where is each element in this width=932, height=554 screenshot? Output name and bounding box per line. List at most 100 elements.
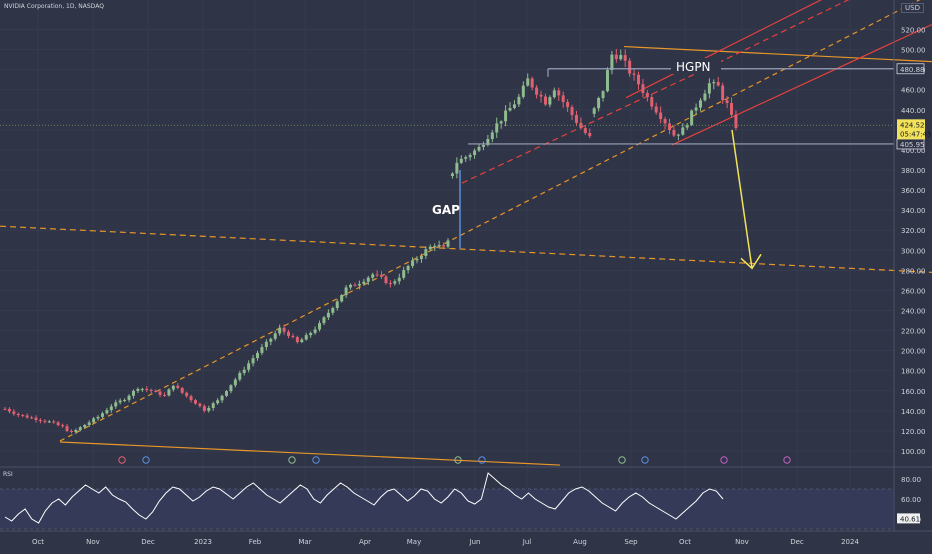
candle-body-19: [87, 422, 91, 426]
candle-body-52: [233, 379, 237, 386]
time-axis: Oct Nov Dec 2023 Feb Mar Apr May Jun Jul Aug Sep Oct…: [0, 530, 932, 546]
candle-body-55: [247, 363, 251, 370]
candle-body-72: [322, 317, 326, 324]
x-tick-label-0: Oct: [32, 538, 44, 546]
candle-body-163: [725, 100, 729, 104]
candle-body-157: [699, 100, 703, 108]
lower-trendline: [59, 441, 561, 466]
candle-body-3: [16, 413, 20, 416]
event-marker-4: [454, 456, 462, 464]
candle-body-47: [211, 403, 215, 409]
rsi-title: RSI: [3, 471, 13, 478]
event-marker-5: [478, 456, 486, 464]
y-tick-label-15: 400.00: [901, 147, 926, 155]
candle-body-35: [158, 391, 162, 395]
event-markers: [118, 456, 791, 464]
candle-body-98: [437, 245, 441, 247]
y-tick-label-3: 160.00: [901, 388, 926, 396]
red-channel-dashed-mid: [699, 0, 850, 73]
x-tick-label-2: Dec: [141, 538, 155, 546]
candle-body-67: [300, 339, 304, 343]
candle-body-137: [610, 54, 614, 71]
candle-body-117: [521, 85, 525, 97]
candle-body-1: [7, 408, 11, 412]
candle-body-101: [450, 173, 454, 177]
candle-body-14: [65, 426, 69, 431]
candle-body-36: [162, 394, 166, 396]
y-tick-label-8: 260.00: [901, 287, 926, 295]
candle-body-121: [539, 94, 543, 97]
y-tick-label-20: 500.00: [901, 47, 926, 55]
rsi-tick-label-1: 60.00: [901, 496, 921, 504]
gap-annotation: GAP: [432, 203, 460, 217]
candle-body-20: [92, 418, 96, 423]
candle-body-31: [140, 388, 144, 390]
candle-body-75: [335, 301, 339, 309]
candle-body-49: [220, 395, 224, 401]
candle-body-81: [362, 281, 366, 284]
hgpn-label-box: [671, 58, 721, 74]
candle-body-132: [588, 132, 592, 137]
neckline-tag-label: 405.95: [900, 141, 925, 149]
candle-body-37: [167, 389, 171, 396]
candle-body-63: [282, 327, 286, 332]
candle-body-22: [100, 413, 104, 417]
candle-body-41: [185, 392, 189, 397]
candle-body-118: [526, 78, 530, 86]
candle-body-45: [202, 406, 206, 411]
candle-body-11: [52, 421, 56, 423]
candle-body-8: [38, 419, 42, 421]
candle-body-12: [56, 422, 60, 426]
candle-body-66: [295, 337, 299, 343]
y-tick-label-9: 280.00: [901, 267, 926, 275]
candle-body-74: [331, 308, 335, 313]
candle-body-53: [238, 372, 242, 380]
candle-body-143: [636, 74, 640, 85]
candle-body-5: [25, 415, 29, 418]
x-tick-label-11: Sep: [624, 538, 638, 546]
y-tick-label-0: 100.00: [901, 448, 926, 456]
candle-body-149: [663, 119, 667, 124]
candle-body-150: [668, 123, 671, 131]
candle-body-89: [397, 277, 401, 282]
candle-body-9: [43, 420, 47, 422]
candle-body-68: [304, 335, 308, 340]
candle-body-99: [442, 245, 446, 247]
candle-body-152: [676, 134, 680, 136]
candle-body-160: [712, 82, 716, 84]
candle-body-135: [601, 91, 605, 99]
y-tick-label-6: 220.00: [901, 328, 926, 336]
candle-body-97: [433, 245, 437, 247]
x-tick-label-7: May: [407, 538, 421, 546]
y-tick-label-13: 360.00: [901, 187, 926, 195]
candle-body-60: [269, 338, 273, 342]
candle-body-122: [543, 96, 547, 105]
candle-body-100: [446, 240, 450, 247]
candle-body-148: [659, 112, 663, 120]
rsi-band: [0, 489, 894, 529]
candle-body-65: [291, 336, 295, 338]
y-tick-label-17: 440.00: [901, 107, 926, 115]
candle-body-80: [357, 283, 361, 286]
candle-body-25: [114, 402, 118, 407]
candle-body-128: [570, 107, 574, 116]
currency-label[interactable]: USD: [901, 3, 924, 13]
candle-body-162: [721, 85, 725, 101]
candle-body-13: [61, 425, 65, 427]
candle-body-126: [561, 95, 565, 103]
candle-body-61: [273, 333, 277, 339]
candle-body-83: [371, 274, 375, 278]
candle-body-38: [171, 385, 175, 390]
event-marker-9: [783, 456, 791, 464]
candle-body-42: [189, 396, 193, 401]
x-tick-label-15: 2024: [841, 538, 859, 546]
y-tick-label-21: 520.00: [901, 27, 926, 35]
red-channel-lower: [671, 23, 932, 146]
candle-body-134: [597, 98, 601, 109]
channel-dashed-upper: [59, 0, 921, 442]
candle-body-111: [495, 123, 499, 133]
rsi-value-label: 40.61: [900, 515, 920, 523]
event-marker-6: [618, 456, 626, 464]
